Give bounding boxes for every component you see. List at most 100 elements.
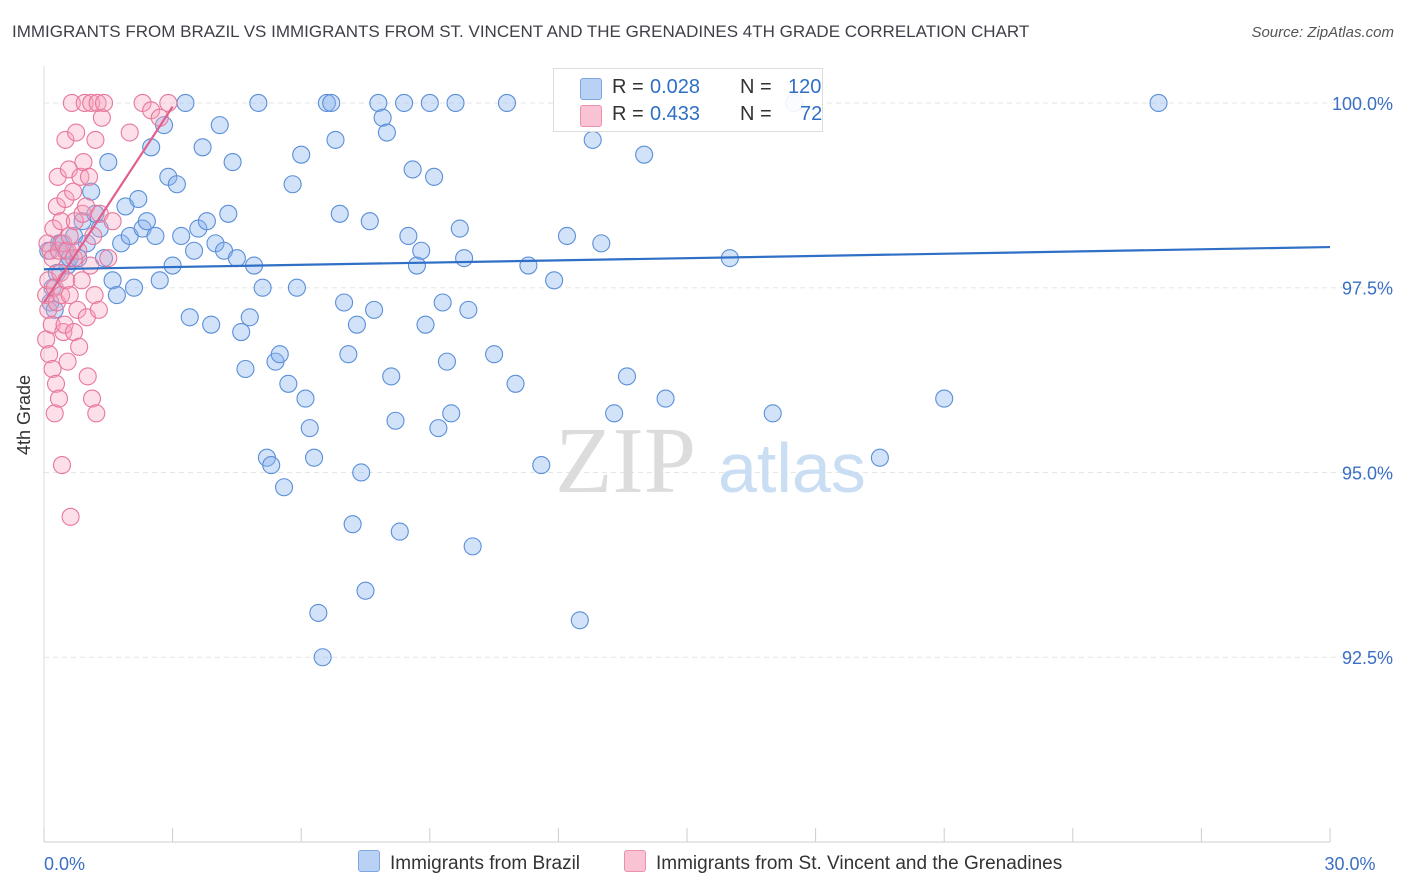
point-brazil (300, 419, 319, 438)
point-brazil (124, 278, 144, 297)
point-brazil (382, 367, 401, 386)
grid-layer (44, 102, 1390, 658)
point-brazil (935, 389, 954, 408)
point-stvincent (56, 130, 75, 149)
point-brazil (442, 404, 461, 423)
trend-line-brazil (43, 245, 1331, 271)
point-stvincent (58, 352, 77, 371)
chart-title: IMMIGRANTS FROM BRAZIL VS IMMIGRANTS FRO… (12, 22, 1030, 41)
point-stvincent (43, 359, 62, 379)
point-brazil (137, 212, 156, 231)
point-brazil (129, 189, 148, 209)
y-tick-label: 100.0% (1332, 94, 1393, 114)
point-brazil (485, 345, 504, 364)
point-brazil (322, 93, 341, 113)
point-brazil (463, 537, 482, 556)
point-stvincent (52, 456, 72, 475)
point-brazil (352, 463, 371, 482)
point-brazil (223, 153, 242, 172)
point-brazil (197, 212, 216, 231)
point-stvincent (70, 337, 89, 356)
bottom-legend-stvincent: Immigrants from St. Vincent and the Gren… (624, 850, 1062, 875)
legend-n-label-brazil: N = (740, 76, 772, 98)
watermark-zip: ZIP (555, 409, 696, 513)
point-stvincent (54, 323, 73, 342)
point-brazil (283, 175, 302, 194)
point-brazil (339, 345, 358, 364)
point-brazil (407, 256, 426, 275)
point-brazil (275, 478, 294, 497)
point-brazil (356, 581, 375, 600)
bottom-legend-swatch-stvincent (624, 850, 646, 872)
point-brazil (292, 145, 311, 164)
point-stvincent (43, 249, 62, 268)
point-stvincent (44, 219, 63, 238)
point-brazil (236, 359, 255, 379)
axis-layer (43, 66, 1331, 843)
point-brazil (446, 93, 465, 113)
point-stvincent (61, 507, 80, 526)
point-brazil (656, 389, 675, 408)
point-stvincent (103, 212, 122, 231)
point-stvincent (86, 130, 105, 149)
bottom-legend-label-stvincent: Immigrants from St. Vincent and the Gren… (656, 853, 1063, 874)
y-tick-label: 97.5% (1342, 279, 1393, 299)
source-label: Source: ZipAtlas.com (1251, 24, 1394, 41)
point-brazil (583, 130, 602, 149)
point-brazil (193, 138, 212, 157)
bottom-legend-label-brazil: Immigrants from Brazil (390, 853, 581, 874)
point-stvincent (68, 300, 87, 319)
point-brazil (279, 374, 298, 393)
bottom-legend-brazil: Immigrants from Brazil (358, 850, 580, 875)
point-brazil (532, 456, 551, 475)
watermark-atlas: atlas (718, 429, 866, 507)
point-stvincent (82, 389, 102, 408)
point-brazil (330, 204, 349, 223)
point-brazil (429, 419, 448, 438)
point-stvincent (85, 286, 104, 305)
point-stvincent (78, 367, 97, 386)
point-brazil (296, 389, 315, 408)
legend-n-value-brazil: 120 (788, 76, 822, 98)
point-brazil (163, 256, 182, 275)
point-brazil (437, 352, 456, 371)
point-brazil (150, 271, 169, 290)
bottom-legend-swatch-brazil (358, 850, 380, 872)
stats-legend: R = 0.028 N = 120 R = 0.433 N = 72 (553, 68, 823, 132)
point-brazil (459, 300, 478, 319)
legend-swatch-brazil (580, 78, 602, 100)
point-brazil (635, 145, 654, 164)
point-brazil (497, 93, 517, 113)
point-brazil (570, 611, 589, 630)
point-brazil (360, 212, 379, 231)
point-stvincent (87, 404, 106, 423)
point-stvincent (57, 271, 76, 290)
point-brazil (347, 315, 366, 334)
point-brazil (592, 234, 611, 253)
point-brazil (416, 315, 435, 334)
legend-swatch-stvincent (580, 105, 602, 127)
point-brazil (240, 308, 259, 327)
point-brazil (180, 308, 199, 327)
point-brazil (450, 219, 469, 238)
point-brazil (343, 515, 362, 534)
point-brazil (557, 226, 577, 246)
point-brazil (455, 249, 474, 268)
point-brazil (176, 93, 195, 113)
point-stvincent (94, 93, 114, 113)
point-stvincent (92, 108, 111, 127)
point-brazil (202, 315, 221, 334)
point-brazil (309, 603, 328, 622)
point-brazil (253, 278, 272, 297)
point-brazil (326, 130, 345, 149)
point-brazil (395, 93, 414, 113)
x-tick-label: 0.0% (44, 854, 85, 874)
y-tick-label: 95.0% (1342, 463, 1393, 483)
point-brazil (107, 286, 126, 305)
point-brazil (399, 226, 418, 246)
point-brazil (287, 278, 306, 297)
point-stvincent (79, 167, 99, 186)
point-brazil (425, 167, 444, 186)
point-stvincent (75, 93, 94, 113)
point-brazil (433, 293, 452, 312)
